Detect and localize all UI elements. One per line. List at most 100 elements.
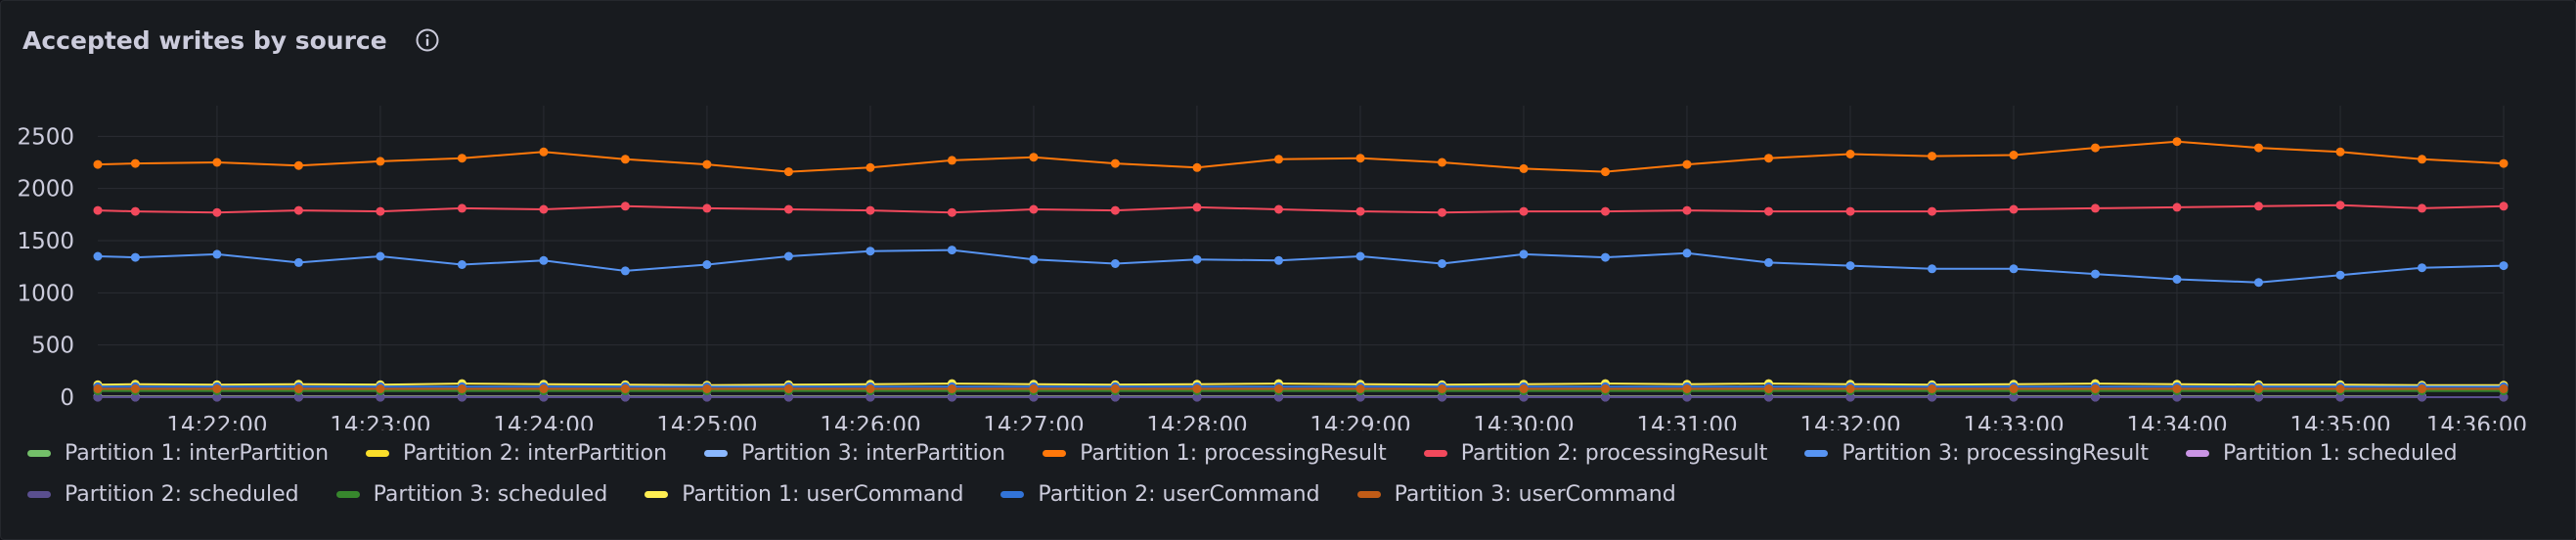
data-point [130, 392, 140, 402]
data-point [1110, 158, 1120, 168]
data-point [376, 384, 385, 393]
data-point [2335, 384, 2345, 393]
data-point [93, 205, 103, 215]
data-point [2091, 143, 2100, 153]
data-point [93, 159, 103, 169]
data-point [1355, 206, 1365, 216]
data-point [702, 384, 712, 393]
data-point [2091, 203, 2100, 213]
data-point [783, 167, 793, 177]
legend-item[interactable]: Partition 3: scheduled [335, 479, 607, 509]
data-point [2499, 202, 2509, 211]
legend-item[interactable]: Partition 3: interPartition [704, 438, 1005, 468]
data-point [1845, 206, 1855, 216]
info-circle-icon[interactable] [415, 27, 440, 53]
data-point [1928, 384, 1936, 393]
data-point [947, 246, 956, 255]
data-point [2091, 269, 2100, 279]
data-point [1928, 206, 1936, 216]
data-point [1274, 204, 1283, 214]
data-point [93, 392, 103, 402]
x-tick-label: 14:22:00 [166, 413, 267, 430]
legend-item[interactable]: Partition 1: processingResult [1043, 438, 1387, 468]
data-point [2172, 275, 2182, 284]
data-point [1764, 392, 1773, 402]
data-point [2009, 392, 2019, 402]
data-point [1110, 205, 1120, 215]
legend-item[interactable]: Partition 1: userCommand [644, 479, 963, 509]
data-point [2254, 202, 2263, 211]
x-tick-label: 14:34:00 [2126, 413, 2227, 430]
legend-swatch [27, 449, 51, 457]
x-tick-label: 14:24:00 [493, 413, 594, 430]
data-point [2009, 384, 2019, 393]
data-point [2254, 384, 2263, 393]
data-point [1110, 384, 1120, 393]
legend-swatch [1000, 490, 1025, 498]
data-point [1519, 249, 1529, 259]
data-point [1845, 384, 1855, 393]
data-point [1519, 206, 1529, 216]
data-point [1682, 384, 1692, 393]
data-point [2009, 204, 2019, 214]
x-tick-label: 14:28:00 [1146, 413, 1247, 430]
data-point [457, 203, 466, 213]
data-point [620, 155, 630, 164]
data-point [2091, 392, 2100, 402]
data-point [2091, 384, 2100, 393]
data-point [539, 255, 549, 265]
data-point [620, 392, 630, 402]
data-point [457, 392, 466, 402]
legend-item[interactable]: Partition 1: interPartition [27, 438, 329, 468]
data-point [2172, 384, 2182, 393]
data-point [947, 207, 956, 217]
data-point [620, 384, 630, 393]
data-point [1192, 162, 1202, 172]
data-point [1601, 392, 1610, 402]
data-point [1192, 202, 1202, 212]
data-point [2254, 278, 2263, 288]
legend-item[interactable]: Partition 1: scheduled [2185, 438, 2458, 468]
data-point [376, 206, 385, 216]
x-tick-label: 14:33:00 [1963, 413, 2064, 430]
data-point [1601, 252, 1610, 262]
data-point [130, 206, 140, 216]
legend-item[interactable]: Partition 2: userCommand [1000, 479, 1320, 509]
legend-swatch [335, 490, 360, 498]
legend-label: Partition 2: interPartition [403, 440, 668, 466]
data-point [457, 260, 466, 269]
x-tick-label: 14:25:00 [656, 413, 757, 430]
legend-item[interactable]: Partition 3: userCommand [1356, 479, 1676, 509]
data-point [1601, 206, 1610, 216]
data-point [702, 392, 712, 402]
data-point [702, 260, 712, 269]
data-point [783, 392, 793, 402]
legend-swatch [2185, 449, 2209, 457]
data-point [2172, 392, 2182, 402]
data-point [1764, 257, 1773, 267]
data-point [293, 257, 303, 267]
x-tick-label: 14:32:00 [1799, 413, 1900, 430]
data-point [130, 384, 140, 393]
legend-item[interactable]: Partition 2: interPartition [366, 438, 667, 468]
legend-label: Partition 1: userCommand [682, 481, 964, 507]
data-point [866, 247, 875, 256]
legend-item[interactable]: Partition 2: scheduled [27, 479, 299, 509]
legend-swatch [1356, 490, 1381, 498]
data-point [1845, 392, 1855, 402]
data-point [783, 384, 793, 393]
data-point [1438, 259, 1446, 268]
data-point [1192, 392, 1202, 402]
legend-swatch [704, 449, 729, 457]
data-point [947, 156, 956, 165]
data-point [2499, 392, 2509, 402]
data-point [1928, 264, 1936, 274]
data-point [212, 207, 222, 217]
legend-item[interactable]: Partition 3: processingResult [1804, 438, 2149, 468]
data-point [1845, 150, 1855, 158]
legend-swatch [366, 449, 390, 457]
data-point [1438, 392, 1446, 402]
data-point [2418, 392, 2426, 402]
legend-item[interactable]: Partition 2: processingResult [1423, 438, 1767, 468]
data-point [2418, 155, 2426, 164]
